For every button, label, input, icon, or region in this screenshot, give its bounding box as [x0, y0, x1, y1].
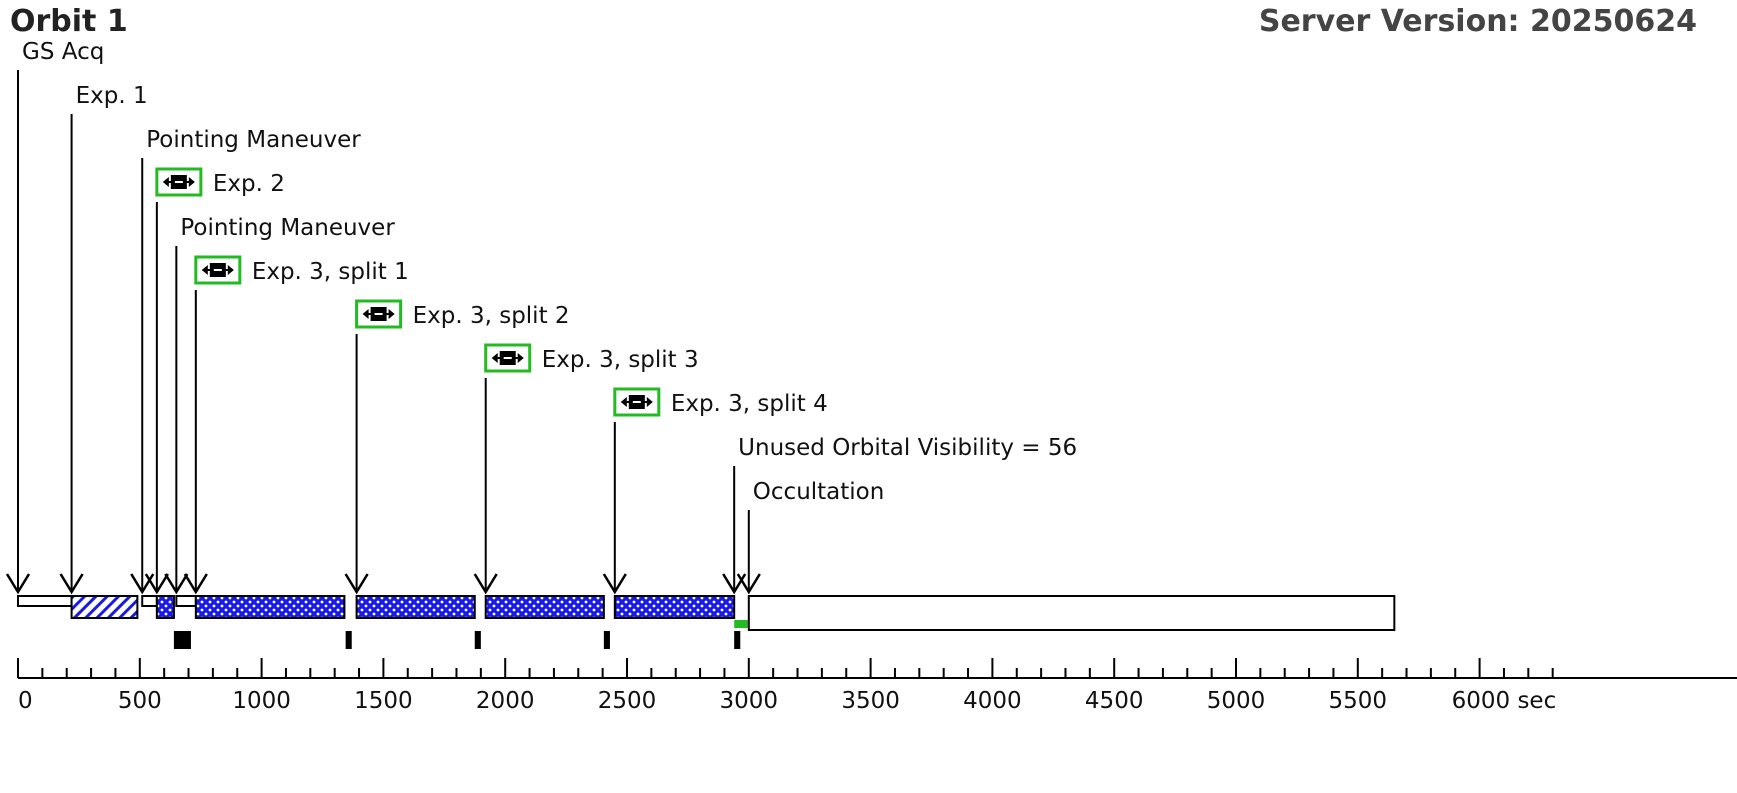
- event-label: Exp. 3, split 2: [413, 303, 570, 329]
- expand-icon[interactable]: [155, 167, 203, 197]
- tick-label: 3500: [841, 688, 900, 714]
- tick-label: 500: [118, 688, 162, 714]
- timeline-events: GS Acq Exp. 1 Pointing Maneuver Exp. 2 Point…: [5, 39, 1077, 595]
- marker: [603, 631, 610, 649]
- event-marker: Pointing Maneuver: [130, 127, 361, 595]
- event-label: Exp. 3, split 3: [542, 347, 699, 373]
- tick-label: 5500: [1329, 688, 1388, 714]
- timeline-markers: [173, 631, 741, 649]
- arrow-down-icon: [473, 573, 498, 595]
- arrow-down-icon: [736, 573, 761, 595]
- tick-label: 2500: [598, 688, 657, 714]
- tick-label: 3000: [720, 688, 779, 714]
- event-label: Occultation: [753, 479, 885, 505]
- arrow-down-icon: [59, 573, 84, 595]
- page-title: Orbit 1: [10, 4, 128, 39]
- arrow-down-icon: [5, 573, 31, 595]
- tick-label: 1000: [232, 688, 291, 714]
- event-marker: Exp. 2: [144, 167, 285, 595]
- event-marker: Unused Orbital Visibility = 56: [722, 435, 1077, 595]
- marker: [173, 631, 191, 649]
- segment-acq: [17, 595, 73, 607]
- segment-maneuver: [141, 595, 158, 607]
- segment-unused: [734, 620, 748, 628]
- segment-hatched: [70, 595, 139, 619]
- event-label: Unused Orbital Visibility = 56: [738, 435, 1077, 461]
- arrow-down-icon: [164, 573, 189, 595]
- segment-dotted: [355, 595, 476, 619]
- tick-label: 6000 sec: [1452, 688, 1557, 714]
- expand-icon[interactable]: [613, 387, 661, 417]
- expand-icon[interactable]: [484, 343, 532, 373]
- expand-icon[interactable]: [194, 255, 242, 285]
- arrow-down-icon: [144, 573, 169, 595]
- expand-icon[interactable]: [355, 299, 403, 329]
- tick-label: 4000: [963, 688, 1022, 714]
- event-label: Exp. 1: [76, 83, 148, 109]
- marker: [345, 631, 352, 649]
- event-label: Exp. 3, split 4: [671, 391, 828, 417]
- marker: [734, 631, 741, 649]
- segment-dotted: [155, 595, 175, 619]
- server-version: Server Version: 20250624: [1258, 4, 1697, 39]
- segment-dotted: [613, 595, 736, 619]
- tick-label: 4500: [1085, 688, 1144, 714]
- timeline-bars: [17, 595, 1396, 631]
- event-marker: Exp. 3, split 2: [344, 299, 570, 595]
- time-axis: 0 500 1000 1500 2000 2500 3000 3500 4000 4500 5000…: [17, 658, 1737, 714]
- segment-dotted: [484, 595, 605, 619]
- event-label: Pointing Maneuver: [146, 127, 361, 153]
- event-label: Exp. 2: [213, 171, 285, 197]
- marker: [474, 631, 481, 649]
- arrow-down-icon: [602, 573, 627, 595]
- segment-dotted: [194, 595, 346, 619]
- arrow-down-icon: [344, 573, 369, 595]
- tick-label: 2000: [476, 688, 535, 714]
- arrow-down-icon: [183, 573, 208, 595]
- event-marker: Occultation: [736, 479, 885, 595]
- event-marker: Exp. 1: [59, 83, 148, 595]
- event-marker: Pointing Maneuver: [164, 215, 395, 595]
- segment-maneuver: [175, 595, 197, 607]
- event-marker: Exp. 3, split 4: [602, 387, 828, 595]
- event-label: Exp. 3, split 1: [252, 259, 409, 285]
- tick-label: 0: [18, 688, 33, 714]
- event-marker: Exp. 3, split 3: [473, 343, 699, 595]
- event-label: GS Acq: [22, 39, 104, 65]
- segment-occultation: [747, 595, 1396, 631]
- tick-label: 5000: [1207, 688, 1266, 714]
- tick-label: 1500: [354, 688, 413, 714]
- event-label: Pointing Maneuver: [180, 215, 395, 241]
- event-marker: GS Acq: [5, 39, 104, 595]
- event-marker: Exp. 3, split 1: [183, 255, 409, 595]
